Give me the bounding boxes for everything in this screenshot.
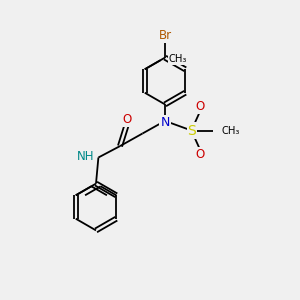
Text: CH₃: CH₃ bbox=[168, 54, 187, 64]
Text: CH₃: CH₃ bbox=[221, 125, 240, 136]
Text: S: S bbox=[188, 124, 196, 137]
Text: N: N bbox=[160, 116, 170, 129]
Text: O: O bbox=[123, 112, 132, 126]
Text: NH: NH bbox=[77, 150, 95, 163]
Text: O: O bbox=[195, 148, 204, 161]
Text: Br: Br bbox=[158, 29, 172, 42]
Text: O: O bbox=[195, 100, 204, 113]
